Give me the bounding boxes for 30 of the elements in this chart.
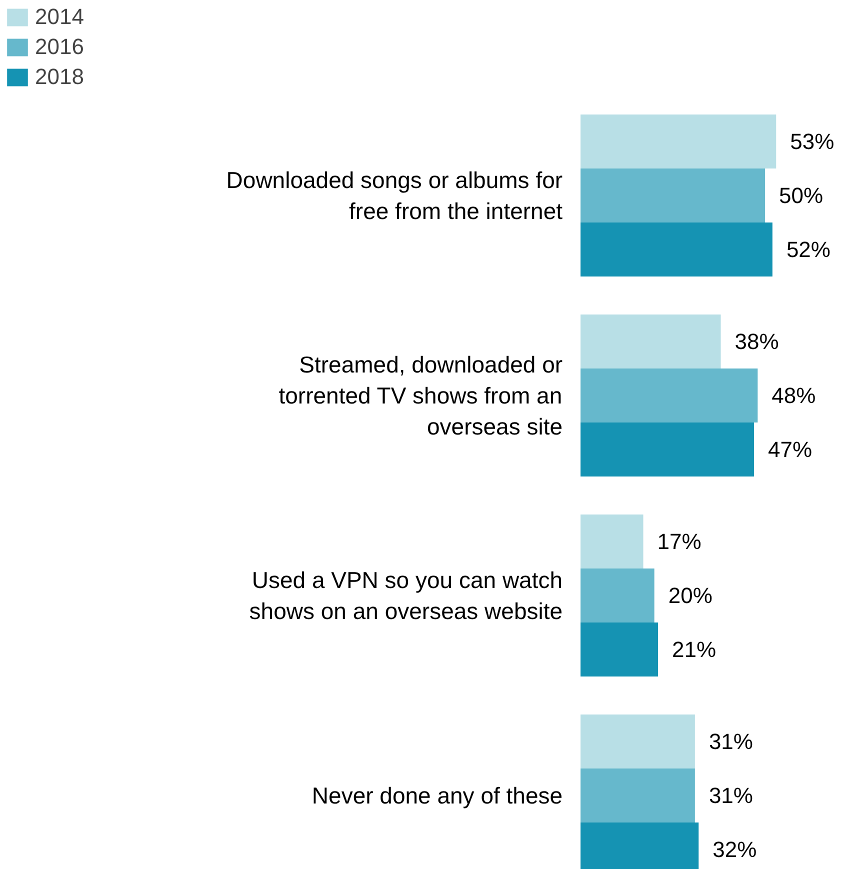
data-label: 50% bbox=[779, 183, 824, 208]
bar bbox=[580, 368, 758, 422]
legend-label: 2018 bbox=[35, 64, 84, 90]
bar bbox=[580, 568, 654, 622]
y-tick-label: Never done any of these bbox=[312, 782, 563, 808]
data-label: 31% bbox=[708, 783, 753, 808]
data-label: 32% bbox=[712, 837, 757, 862]
bar bbox=[580, 514, 644, 568]
legend-label: 2016 bbox=[35, 34, 84, 60]
data-label: 52% bbox=[786, 237, 830, 262]
bar bbox=[580, 422, 754, 476]
data-label: 31% bbox=[708, 729, 753, 754]
data-label: 17% bbox=[657, 529, 702, 554]
data-label: 48% bbox=[772, 383, 816, 408]
y-tick-label: Streamed, downloaded or torrented TV shows from an overseas site bbox=[278, 351, 563, 440]
legend-label: 2014 bbox=[35, 4, 84, 30]
bar bbox=[580, 222, 772, 276]
data-label: 38% bbox=[734, 329, 779, 354]
bar bbox=[580, 714, 695, 768]
bar bbox=[580, 168, 766, 222]
y-tick-label: Used a VPN so you can watch shows on an overseas website bbox=[249, 566, 563, 624]
bar bbox=[580, 622, 658, 676]
data-label: 47% bbox=[768, 437, 812, 462]
bar bbox=[580, 314, 721, 368]
y-tick-label: Downloaded songs or albums for free from the internet bbox=[226, 166, 564, 224]
bar bbox=[580, 114, 776, 168]
data-label: 21% bbox=[672, 637, 716, 662]
bar bbox=[580, 768, 695, 822]
data-label: 53% bbox=[790, 129, 834, 154]
data-label: 20% bbox=[668, 583, 712, 608]
